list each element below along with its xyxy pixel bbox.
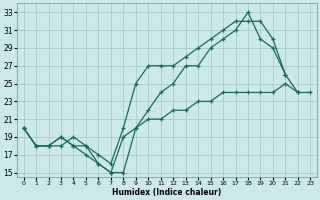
X-axis label: Humidex (Indice chaleur): Humidex (Indice chaleur) (112, 188, 221, 197)
